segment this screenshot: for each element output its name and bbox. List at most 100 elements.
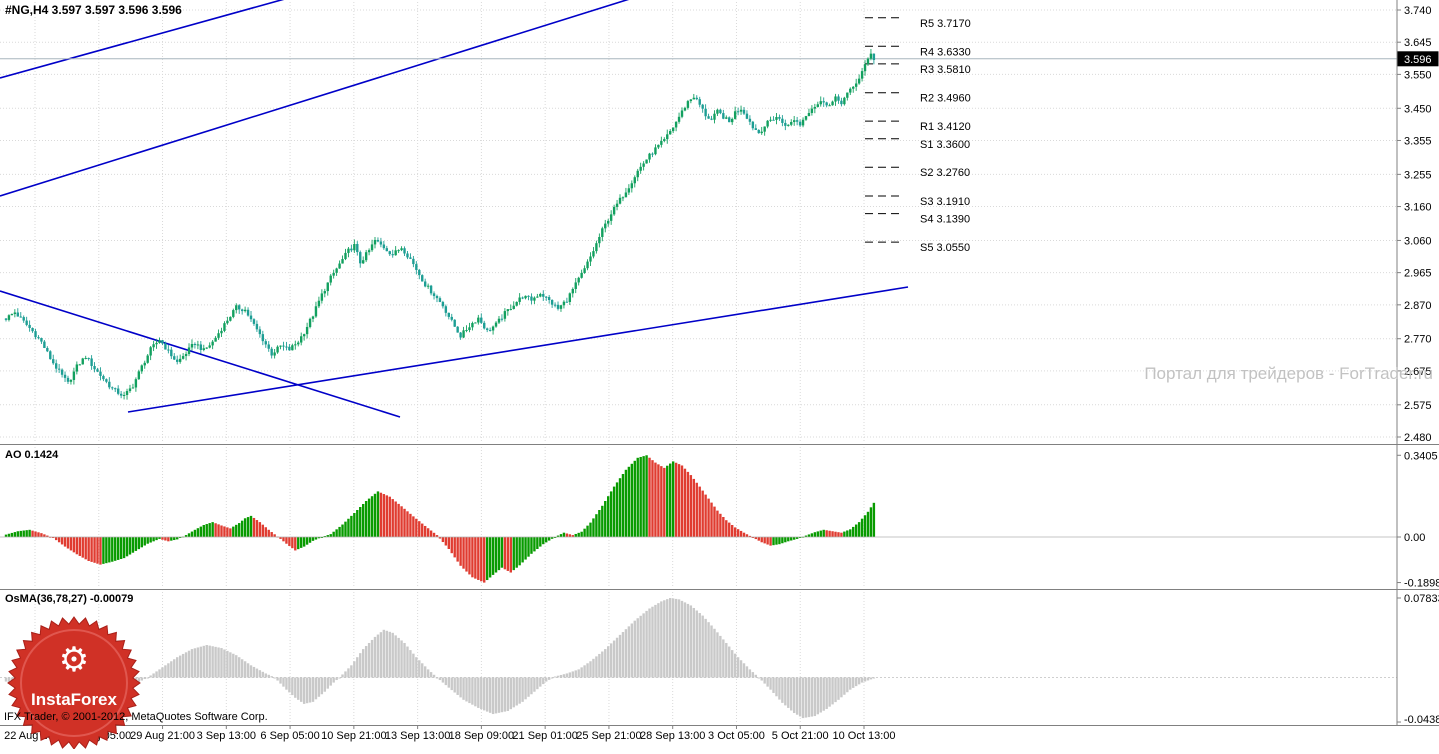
trendline (0, 0, 285, 79)
candle-body (728, 117, 731, 123)
osma-histogram-bar (816, 677, 819, 715)
osma-histogram-bar (630, 623, 634, 678)
osma-histogram-bar (813, 677, 817, 717)
candle-body (202, 348, 205, 350)
candle-body (574, 282, 577, 289)
osma-histogram-bar (577, 669, 580, 678)
osma-histogram-bar (642, 613, 645, 678)
ao-histogram-bar (666, 465, 669, 537)
osma-histogram-bar (474, 677, 477, 707)
time-axis[interactable] (0, 726, 1439, 745)
ao-histogram-bar (488, 537, 492, 578)
osma-histogram-bar (385, 630, 389, 678)
candle-body (25, 320, 28, 325)
ao-histogram-bar (69, 537, 73, 551)
candle-body (49, 351, 52, 360)
ao-histogram-bar (34, 531, 37, 537)
osma-histogram-bar (308, 677, 312, 703)
candle-body (184, 353, 188, 357)
ao-histogram-bar (645, 455, 648, 537)
osma-histogram-bar (450, 677, 453, 691)
ao-histogram-bar (698, 486, 701, 537)
ao-histogram-bar (556, 535, 560, 537)
pivot-level-label: S4 3.1390 (920, 214, 970, 226)
ao-histogram-bar (648, 457, 651, 537)
osma-histogram-bar (178, 655, 182, 678)
osma-histogram-bar (155, 671, 158, 678)
candle-body (639, 166, 642, 171)
ao-histogram-bar (642, 456, 645, 537)
osma-histogram-bar (273, 677, 276, 679)
candle-body (7, 315, 11, 320)
candle-body (810, 108, 814, 114)
candle-body (462, 330, 465, 338)
ao-histogram-bar (840, 532, 843, 537)
osma-histogram-bar (500, 677, 504, 713)
ao-histogram-bar (834, 531, 837, 537)
osma-histogram-bar (149, 675, 152, 678)
osma-histogram-bar (4, 677, 8, 682)
osma-histogram-bar (173, 659, 176, 678)
candle-body (795, 120, 799, 122)
candle-body (406, 253, 409, 258)
osma-histogram-bar (376, 634, 380, 678)
candle-body (722, 113, 725, 119)
pivot-level-label: R3 3.5810 (920, 64, 971, 76)
ao-histogram-bar (391, 499, 394, 537)
osma-histogram-bar (754, 674, 758, 678)
candle-body (238, 305, 241, 310)
osma-histogram-bar (444, 677, 448, 686)
osma-histogram-bar (828, 677, 831, 707)
osma-histogram-bar (562, 674, 566, 678)
osma-histogram-bar (663, 600, 666, 678)
candle-body (819, 101, 822, 105)
osma-histogram-bar (657, 603, 660, 678)
ao-histogram-bar (456, 537, 459, 562)
osma-histogram-bar (580, 667, 583, 678)
osma-histogram-bar (553, 676, 557, 678)
candle-body (52, 359, 55, 364)
osma-histogram-bar (834, 677, 837, 703)
ao-histogram-bar (22, 530, 25, 537)
candle-body (140, 365, 143, 372)
candle-body (527, 295, 530, 297)
candle-body (246, 309, 250, 316)
candle-body (226, 320, 229, 324)
candle-body (122, 394, 126, 396)
osma-histogram-bar (757, 677, 760, 679)
osma-histogram-bar (305, 677, 309, 704)
osma-histogram-bar (382, 629, 386, 678)
candle-body (707, 116, 710, 119)
ao-histogram-bar (733, 527, 737, 537)
ao-histogram-bar (577, 532, 580, 537)
ao-histogram-bar (208, 523, 211, 537)
ao-histogram-bar (376, 491, 380, 537)
ao-histogram-bar (654, 462, 657, 537)
osma-histogram-bar (772, 677, 775, 693)
ao-histogram-bar (453, 537, 456, 558)
ao-histogram-bar (592, 518, 595, 537)
ao-histogram-bar (341, 524, 344, 537)
ao-histogram-bar (220, 525, 223, 537)
candle-body (181, 356, 185, 359)
candle-body (497, 318, 501, 323)
time-tick-label: 21 Sep 01:00 (512, 730, 577, 742)
candle-body (63, 374, 67, 378)
osma-histogram-bar (742, 663, 746, 678)
osma-histogram-bar (341, 674, 344, 678)
candle-body (807, 113, 811, 117)
ao-histogram-bar (335, 529, 338, 537)
candle-body (264, 341, 267, 345)
candle-body (491, 326, 495, 331)
ao-histogram-bar (757, 537, 760, 541)
osma-histogram-bar (252, 666, 256, 678)
time-tick-label: 25 Sep 21:00 (576, 730, 641, 742)
ao-histogram-bar (669, 463, 672, 537)
ao-histogram-bar (7, 533, 11, 537)
price-axis[interactable] (1397, 0, 1439, 726)
ao-histogram-bar (323, 536, 327, 538)
candle-body (739, 109, 743, 112)
time-tick-label: 5 Oct 21:00 (772, 730, 829, 742)
